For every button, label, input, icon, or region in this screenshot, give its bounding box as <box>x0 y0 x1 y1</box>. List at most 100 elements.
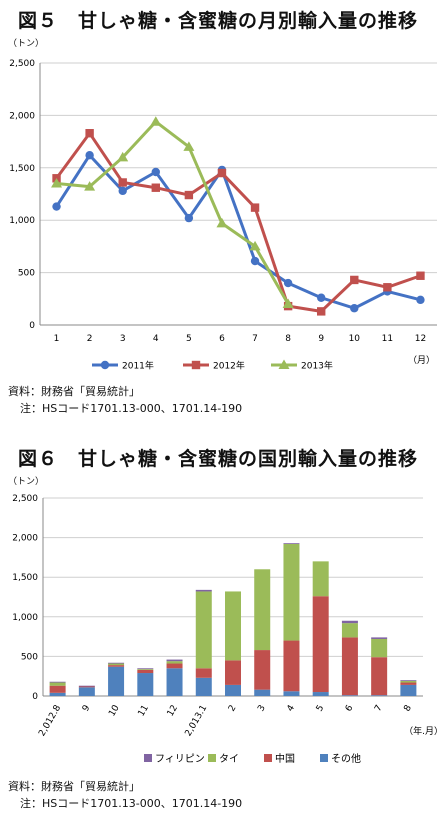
data-point <box>350 304 359 313</box>
data-point <box>118 186 127 196</box>
chart-title-fig5: 図５ 甘しゃ糖・含蜜糖の月別輸入量の推移 <box>18 10 419 32</box>
x-tick-label: 3 <box>256 704 268 714</box>
bar-segment-中国 <box>166 663 183 669</box>
x-tick-label: 9 <box>318 334 324 344</box>
data-point <box>85 129 94 138</box>
data-point <box>250 203 260 212</box>
bar-segment-その他 <box>166 668 183 696</box>
x-tick-label: 4 <box>286 703 298 713</box>
legend-item: 中国 <box>264 752 295 765</box>
x-tick-label: 5 <box>315 704 327 714</box>
series-line <box>56 120 290 305</box>
bar-segment-タイ <box>341 623 358 638</box>
x-tick-label: 3 <box>120 334 126 344</box>
legend-item: 2011年 <box>92 360 154 372</box>
bar-segment-その他 <box>195 677 212 696</box>
stacked-bar-chart-fig6: 0 500 1,000 1,500 2,000 2,500 2,012.8 9 10 11 12 2,… <box>12 494 443 765</box>
data-point <box>317 293 326 302</box>
series-line <box>55 153 421 310</box>
y-tick-label: 1,000 <box>9 216 35 226</box>
bar-segment-中国 <box>225 660 241 685</box>
legend-swatch <box>208 754 216 762</box>
data-point <box>383 283 392 292</box>
source-fig6: 資料：財務省「貿易統計」 <box>8 780 140 793</box>
bar-segment-中国 <box>108 665 125 667</box>
legend-label: 2012年 <box>213 360 245 372</box>
x-tick-label: 11 <box>137 704 151 719</box>
data-point <box>184 213 194 223</box>
bar-segment-その他 <box>341 695 358 696</box>
bar-segment-フィリピン <box>341 620 358 624</box>
x-tick-label: 9 <box>81 703 93 713</box>
bar-segment-フィリピン <box>283 543 300 544</box>
x-tick-label: 12 <box>415 334 426 344</box>
bar-segment-その他 <box>312 692 329 696</box>
x-tick-label: 6 <box>219 334 225 344</box>
x-tick-label: 2 <box>87 334 93 344</box>
legend-label: 中国 <box>275 752 295 765</box>
x-tick-label: 11 <box>382 334 393 344</box>
bar-segment-フィリピン <box>49 681 66 683</box>
data-point <box>151 167 160 177</box>
x-tick-label: 2,013.1 <box>184 704 210 739</box>
bar-segment-フィリピン <box>371 637 388 639</box>
bar-segment-フィリピン <box>400 680 417 681</box>
source-fig5: 資料：財務省「貿易統計」 <box>8 385 140 398</box>
x-tick-label: 5 <box>186 334 192 344</box>
legend-item: その他 <box>320 752 361 765</box>
data-point <box>249 240 261 251</box>
series-2013年 <box>51 116 294 309</box>
y-tick-label: 0 <box>29 321 35 331</box>
legend-swatch <box>144 754 152 762</box>
x-tick-label: 12 <box>166 704 180 719</box>
data-point <box>184 190 194 200</box>
bar-segment-その他 <box>225 684 241 696</box>
bar-segment-中国 <box>341 637 358 696</box>
bar-segment-その他 <box>108 666 125 696</box>
bar-segment-中国 <box>312 596 329 693</box>
bar-segment-その他 <box>371 695 388 696</box>
x-tick-label: 10 <box>107 703 122 718</box>
legend-swatch <box>264 754 272 762</box>
data-point <box>283 278 293 288</box>
bar-segment-タイ <box>312 561 329 597</box>
legend-swatch <box>320 754 328 762</box>
data-point <box>250 256 260 266</box>
x-tick-label: 2 <box>227 704 239 714</box>
bar-segment-中国 <box>195 668 212 678</box>
data-point <box>51 178 63 188</box>
legend-label: 2011年 <box>122 360 154 372</box>
data-point <box>52 202 61 211</box>
y-unit-fig6: （トン） <box>8 477 45 487</box>
data-point <box>150 116 162 126</box>
data-point <box>100 360 110 370</box>
bar-segment-タイ <box>166 661 183 664</box>
bar-segment-その他 <box>137 673 154 696</box>
x-tick-label: 6 <box>344 703 356 713</box>
data-point <box>217 168 227 178</box>
legend-item: 2012年 <box>183 360 245 372</box>
x-tick-label: 4 <box>153 334 159 344</box>
data-point <box>278 359 290 369</box>
bar-segment-中国 <box>49 685 66 693</box>
data-point <box>183 141 195 151</box>
bar-segment-中国 <box>137 669 154 674</box>
x-tick-label: 7 <box>373 704 385 714</box>
y-tick-label: 1,500 <box>12 573 38 583</box>
bar-segment-その他 <box>283 691 300 696</box>
y-tick-label: 500 <box>18 269 35 279</box>
x-unit-label: （月） <box>408 355 435 366</box>
bar-segment-タイ <box>195 591 212 669</box>
data-point <box>85 151 94 160</box>
y-tick-label: 0 <box>32 692 38 702</box>
bar-segment-タイ <box>283 543 300 641</box>
y-unit-fig5: （トン） <box>8 39 45 49</box>
legend-item: タイ <box>208 753 239 765</box>
y-tick-label: 1,500 <box>9 164 35 174</box>
chart-title-fig6: 図６ 甘しゃ糖・含蜜糖の国別輸入量の推移 <box>18 448 419 470</box>
data-point <box>416 295 425 305</box>
bar-segment-タイ <box>49 682 66 686</box>
y-tick-label: 500 <box>21 652 38 662</box>
note-fig5: 注：HSコード1701.13-000、1701.14-190 <box>20 402 243 415</box>
